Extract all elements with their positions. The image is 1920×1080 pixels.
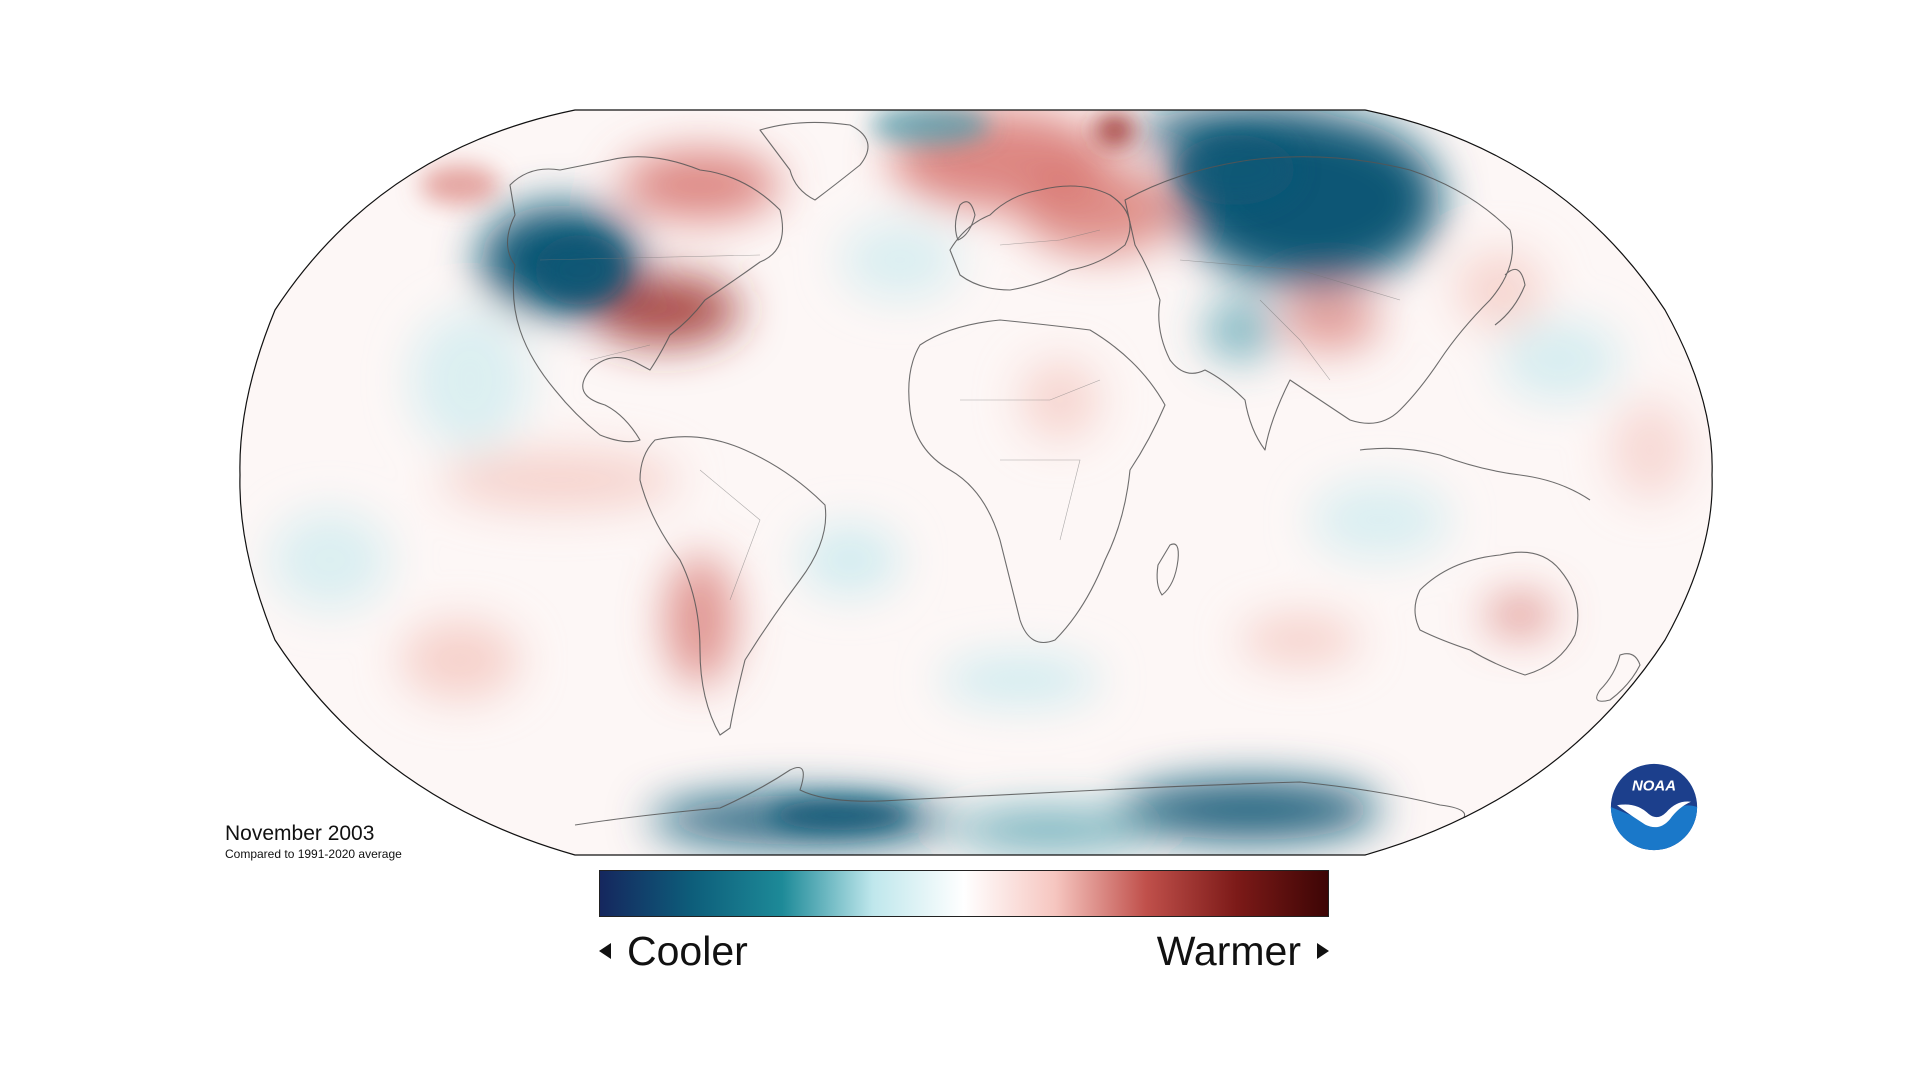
noaa-logo-lower — [1610, 805, 1698, 851]
color-scale-bar — [599, 870, 1329, 917]
anomaly-field — [239, 110, 1713, 855]
anomaly-blob — [1175, 135, 1295, 205]
noaa-logo-text: NOAA — [1632, 777, 1676, 794]
anomaly-blob — [1020, 360, 1100, 440]
anomaly-blob — [665, 555, 735, 685]
map-caption: November 2003 Compared to 1991-2020 aver… — [225, 822, 402, 862]
anomaly-blob — [1240, 615, 1360, 665]
indonesia-coast — [1359, 447, 1591, 501]
africa-coast — [908, 319, 1166, 644]
anomaly-blob — [770, 800, 910, 830]
antarctica-coast — [574, 766, 1466, 826]
uk-coast — [954, 201, 976, 241]
anomaly-blob — [870, 110, 990, 145]
south-america-coast — [639, 436, 827, 736]
anomaly-blobs-detail — [420, 110, 1295, 830]
anomaly-blob — [1280, 290, 1380, 350]
anomaly-blob — [620, 150, 780, 220]
anomaly-blob — [1485, 595, 1555, 635]
anomaly-blob — [1500, 320, 1620, 400]
anomaly-blob — [940, 655, 1100, 705]
anomaly-blob — [1610, 400, 1690, 500]
legend-warmer-label: Warmer — [1156, 928, 1301, 974]
coastlines — [506, 121, 1641, 826]
legend-warmer: Warmer — [1157, 925, 1329, 977]
legend-cooler-label: Cooler — [627, 928, 748, 974]
anomaly-blob — [1020, 165, 1180, 255]
map-title: November 2003 — [225, 822, 375, 845]
anomaly-blob — [1310, 480, 1450, 560]
noaa-bird-icon — [1617, 801, 1691, 828]
map-subtitle: Compared to 1991-2020 average — [225, 847, 402, 861]
greenland-coast — [759, 121, 869, 201]
anomaly-blob — [400, 620, 520, 700]
new-zealand-coast — [1596, 653, 1641, 702]
anomaly-blob — [1455, 250, 1545, 330]
anomaly-blob — [270, 510, 390, 610]
anomaly-blob — [420, 165, 500, 205]
asia-coast — [1124, 156, 1514, 451]
anomaly-blob — [1205, 300, 1275, 360]
anomaly-blob — [800, 525, 900, 595]
anomaly-blob — [590, 275, 740, 345]
noaa-logo: NOAA — [1610, 763, 1698, 851]
australia-coast — [1414, 551, 1579, 676]
arrow-right-icon — [1317, 943, 1329, 959]
anomaly-blob — [440, 450, 680, 510]
anomaly-blob — [1095, 114, 1135, 146]
country-borders — [539, 229, 1401, 601]
anomaly-blob — [535, 235, 625, 305]
legend-labels: Cooler Warmer — [599, 925, 1329, 977]
anomaly-blob — [840, 220, 960, 300]
arrow-left-icon — [599, 943, 611, 959]
anomaly-blob — [1120, 780, 1380, 840]
legend-cooler: Cooler — [599, 925, 748, 977]
anomaly-blob — [410, 310, 530, 450]
anomaly-blob — [950, 810, 1150, 850]
north-america-coast — [506, 156, 784, 443]
japan-coast — [1494, 268, 1526, 326]
madagascar-coast — [1156, 543, 1179, 596]
